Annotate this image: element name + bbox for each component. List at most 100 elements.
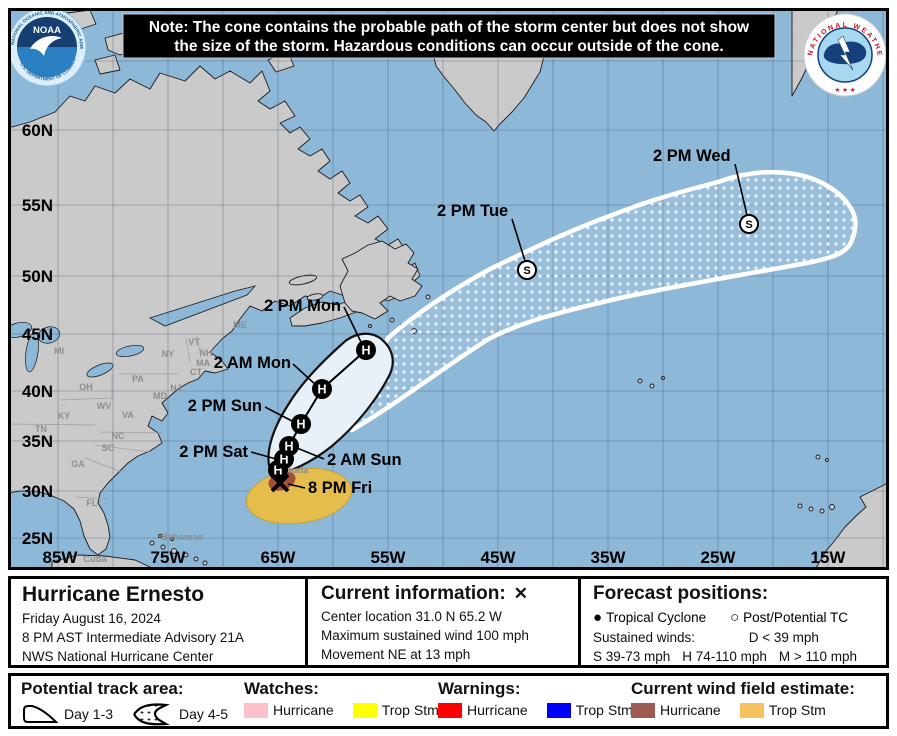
svg-text:S: S <box>745 219 752 231</box>
info-panel: Hurricane Ernesto Friday August 16, 2024… <box>8 576 889 668</box>
svg-text:S: S <box>523 265 530 277</box>
s-marker: S <box>739 214 759 234</box>
forecast-position-markers: H H H H H H S S <box>268 214 759 493</box>
nws-lightning-bolt <box>837 35 854 71</box>
potential-track-heading: Potential track area: <box>21 679 184 698</box>
place-labels: Bermuda Cuba Bahamas ME VT NH NY MA CT P… <box>35 320 309 565</box>
h-marker: H <box>291 414 311 434</box>
state-label-me: ME <box>233 320 247 330</box>
tropical-storm-wind-field-swatch <box>739 702 764 718</box>
svg-text:25N: 25N <box>22 529 53 548</box>
h-marker: H <box>356 340 376 360</box>
advisory-number: 8 PM AST Intermediate Advisory 21A <box>22 630 244 646</box>
state-label-pa: PA <box>132 374 144 384</box>
newfoundland <box>339 240 423 320</box>
forecast-positions-heading: Forecast positions: <box>593 583 769 604</box>
label-2pm-tue: 2 PM Tue <box>437 202 508 220</box>
storm-summary-panel: Hurricane Ernesto Friday August 16, 2024… <box>11 579 305 665</box>
bermuda-label: Bermuda <box>267 465 309 476</box>
hurricane-track-map: Bermuda Cuba Bahamas ME VT NH NY MA CT P… <box>8 8 889 570</box>
tropical-cyclone-label: Tropical Cyclone <box>606 610 707 625</box>
svg-text:25W: 25W <box>701 548 737 567</box>
legend-panel: Potential track area: Day 1-3 Day 4-5 Wa… <box>8 673 889 729</box>
watches-heading: Watches: <box>244 679 319 698</box>
note-line-1: Note: The cone contains the probable pat… <box>149 19 750 36</box>
greenland <box>429 39 549 132</box>
day4-5-cone-icon <box>133 703 170 726</box>
label-2pm-mon: 2 PM Mon <box>264 297 341 315</box>
svg-text:H: H <box>273 464 282 478</box>
wind-category-m: M > 110 mph <box>778 649 858 664</box>
state-label-sc: SC <box>102 443 115 453</box>
wind-field-heading: Current wind field estimate: <box>631 679 855 698</box>
cuba <box>51 554 151 568</box>
prince-edward-island <box>306 293 324 301</box>
bahamas-label: Bahamas <box>161 532 203 543</box>
cone-day4-5 <box>349 169 858 433</box>
tropical-cyclone-dot-icon: ● <box>593 609 603 626</box>
noaa-logo: NATIONAL OCEANIC AND ATMOSPHERIC ADMINIS… <box>10 10 87 87</box>
svg-text:35W: 35W <box>591 548 627 567</box>
svg-text:50N: 50N <box>22 267 53 286</box>
svg-text:45W: 45W <box>481 548 517 567</box>
day1-3-label: Day 1-3 <box>64 706 114 722</box>
svg-text:H: H <box>317 383 326 397</box>
h-marker: H <box>312 379 332 399</box>
state-borders <box>10 335 202 500</box>
post-potential-label: Post/Potential TC <box>743 610 848 625</box>
svg-text:40N: 40N <box>22 382 53 401</box>
cuba-label: Cuba <box>83 554 107 565</box>
storm-title: Hurricane Ernesto <box>22 583 205 606</box>
svg-text:35N: 35N <box>22 432 53 451</box>
svg-text:H: H <box>279 453 288 467</box>
state-label-tn: TN <box>35 424 47 434</box>
wind-category-d: D < 39 mph <box>748 630 819 645</box>
svg-text:75W: 75W <box>151 548 187 567</box>
state-label-nh: NH <box>200 348 213 358</box>
label-connectors <box>250 163 748 489</box>
canary-islands <box>797 454 835 514</box>
hurricane-wind-field-label: Hurricane <box>660 702 721 718</box>
wind-category-h: H 74-110 mph <box>682 649 767 664</box>
tropical-storm-warning-swatch <box>546 702 571 718</box>
svg-text:65W: 65W <box>261 548 297 567</box>
post-potential-circle-icon: ○ <box>730 609 740 626</box>
hurricane-warning-label: Hurricane <box>467 702 528 718</box>
map-frame <box>8 8 889 570</box>
wind-category-s: S 39-73 mph <box>593 649 671 664</box>
center-location: Center location 31.0 N 65.2 W <box>321 609 502 624</box>
hurricane-watch-swatch <box>244 702 268 718</box>
state-label-ky: KY <box>58 411 71 421</box>
label-2am-mon: 2 AM Mon <box>214 354 291 372</box>
warnings-heading: Warnings: <box>438 679 521 698</box>
potential-track-legend: Potential track area: Day 1-3 Day 4-5 <box>21 679 242 726</box>
note-line-2: the size of the storm. Hazardous conditi… <box>174 38 723 55</box>
max-sustained-wind: Maximum sustained wind 100 mph <box>321 628 529 643</box>
state-label-nc: NC <box>112 431 125 441</box>
state-label-fl: FL <box>87 498 98 508</box>
nws-stars: ★ ★ ★ <box>834 86 855 94</box>
label-2pm-sun: 2 PM Sun <box>188 397 262 415</box>
hurricane-watch-label: Hurricane <box>273 702 334 718</box>
svg-text:45N: 45N <box>22 325 53 344</box>
current-position-x-marker <box>270 473 290 493</box>
wind-field-legend: Current wind field estimate: Hurricane T… <box>631 679 855 718</box>
label-8pm-fri: 8 PM Fri <box>308 479 372 497</box>
tropical-storm-watch-swatch <box>352 702 377 718</box>
state-label-md: MD <box>153 391 167 401</box>
track-time-labels: 8 PM Fri 2 PM Sat 2 AM Sun 2 PM Sun 2 AM… <box>179 147 730 497</box>
state-label-ny: NY <box>162 349 175 359</box>
tropical-storm-watch-label: Trop Stm <box>381 702 439 718</box>
north-america-coast <box>10 65 421 556</box>
africa-coast <box>815 482 887 568</box>
svg-text:55N: 55N <box>22 196 53 215</box>
watches-legend: Watches: Hurricane Trop Stm <box>244 679 453 718</box>
svg-text:15W: 15W <box>811 548 847 567</box>
advisory-date: Friday August 16, 2024 <box>22 611 161 627</box>
current-info-heading: Current information: <box>321 583 506 604</box>
state-label-ma: MA <box>196 358 210 368</box>
state-label-wv: WV <box>97 401 112 411</box>
tropical-storm-warning-label: Trop Stm <box>575 702 633 718</box>
bahamas-islands <box>149 534 208 566</box>
lakes <box>10 285 257 378</box>
